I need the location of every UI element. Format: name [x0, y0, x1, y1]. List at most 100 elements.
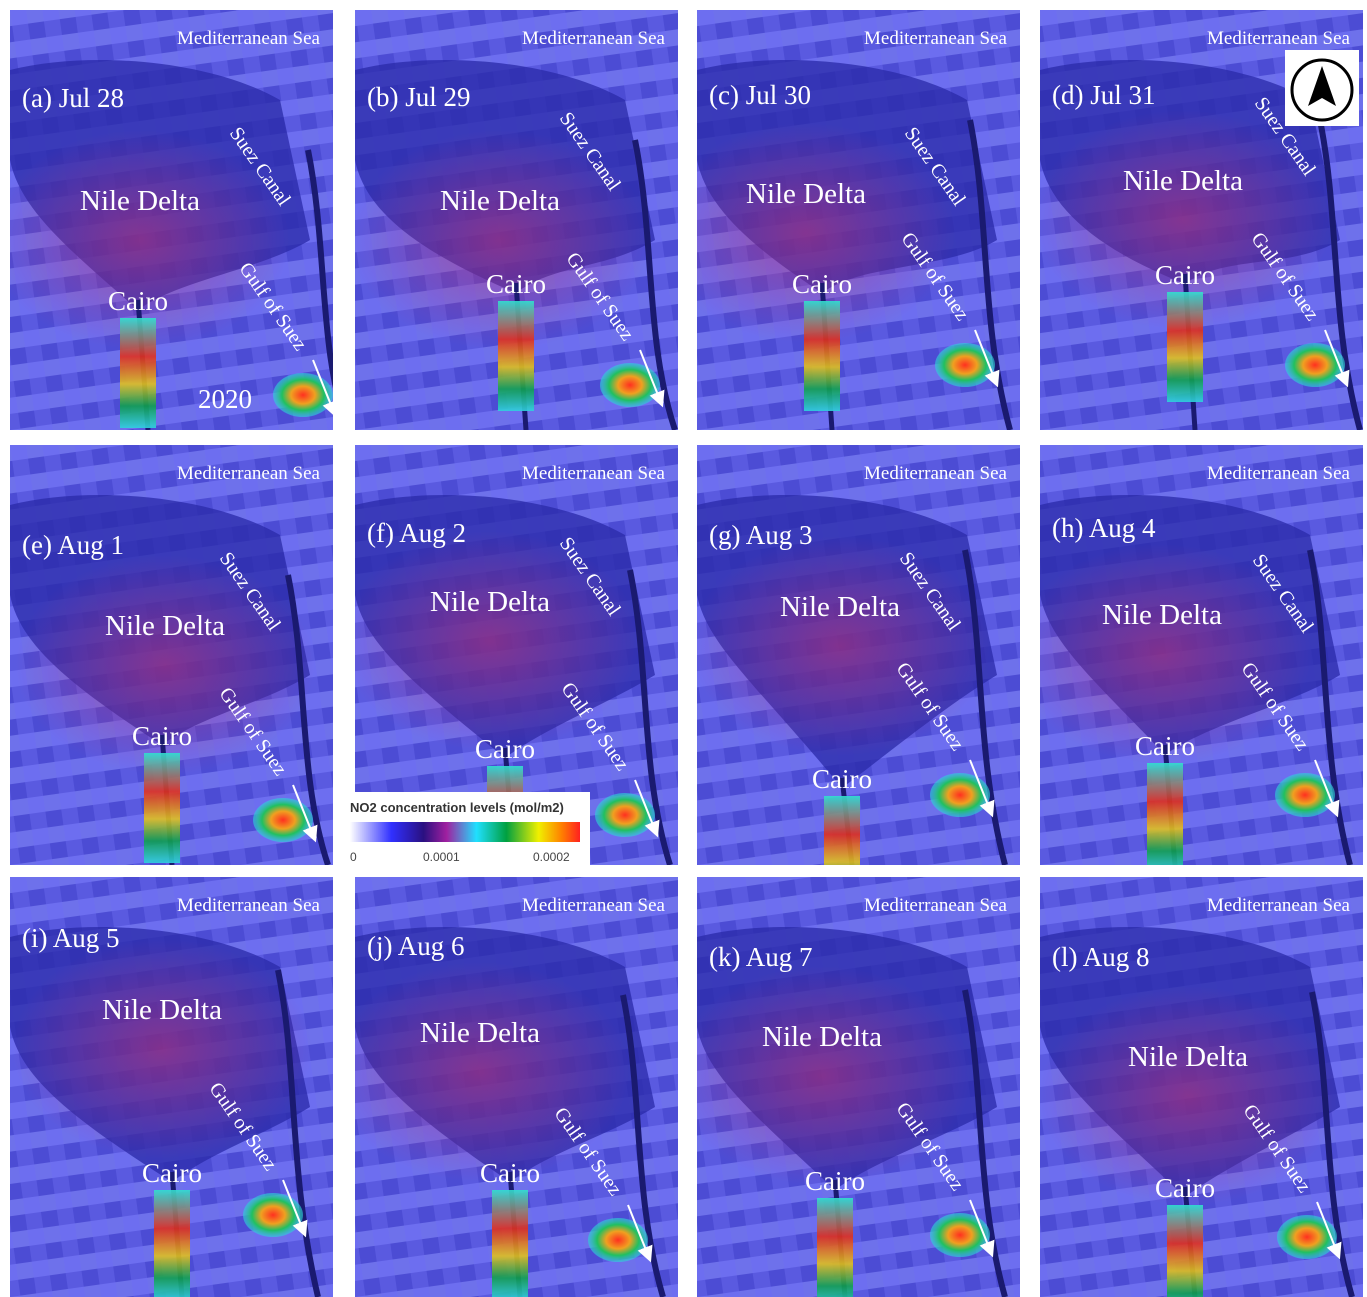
- map-panel: Mediterranean Sea (d) Jul 31 Nile Delta Cai…: [1040, 10, 1363, 430]
- panel-label: (c) Jul 30: [709, 80, 811, 110]
- delta-label: Nile Delta: [440, 185, 560, 217]
- city-label: Cairo: [812, 764, 872, 794]
- map-panel: Mediterranean Sea (g) Aug 3 Nile Delta Cair…: [697, 445, 1020, 865]
- no2-hotspot-gulf: [935, 343, 995, 387]
- no2-plume-cairo: [1167, 1205, 1203, 1297]
- map: Mediterranean Sea (h) Aug 4 Nile Delta Cair…: [1040, 445, 1363, 865]
- no2-hotspot-gulf: [930, 773, 990, 817]
- delta-label: Nile Delta: [780, 591, 900, 623]
- map-panel: Mediterranean Sea (l) Aug 8 Nile Delta Cair…: [1040, 877, 1363, 1297]
- panel-label: (f) Aug 2: [367, 518, 466, 548]
- map-panel: Mediterranean Sea (a) Jul 28 Nile Delta Cai…: [10, 10, 333, 430]
- panel-label: (b) Jul 29: [367, 82, 471, 112]
- legend: NO2 concentration levels (mol/m2) 0 0.00…: [343, 792, 590, 866]
- legend-title: NO2 concentration levels (mol/m2): [350, 800, 564, 815]
- panel-label: (d) Jul 31: [1052, 80, 1156, 110]
- map: Mediterranean Sea (g) Aug 3 Nile Delta Cair…: [697, 445, 1020, 865]
- no2-plume-cairo: [804, 301, 840, 411]
- legend-tick: 0: [350, 850, 357, 864]
- no2-plume-cairo: [120, 318, 156, 428]
- panel-label: (h) Aug 4: [1052, 513, 1156, 543]
- no2-plume-cairo: [154, 1190, 190, 1297]
- year-label: 2020: [198, 384, 252, 414]
- map-panel: Mediterranean Sea (k) Aug 7 Nile Delta Cair…: [697, 877, 1020, 1297]
- city-label: Cairo: [108, 286, 168, 316]
- delta-label: Nile Delta: [762, 1021, 882, 1053]
- panel-label: (g) Aug 3: [709, 520, 813, 550]
- city-label: Cairo: [132, 721, 192, 751]
- map-panel: Mediterranean Sea(j) Aug 6Nile DeltaCair…: [355, 877, 678, 1297]
- city-label: Cairo: [1155, 260, 1215, 290]
- no2-plume-cairo: [1147, 763, 1183, 865]
- no2-hotspot-gulf: [588, 1218, 648, 1262]
- map: Mediterranean Sea (a) Jul 28 Nile Delta Cai…: [10, 10, 333, 430]
- delta-label: Nile Delta: [746, 178, 866, 210]
- delta-label: Nile Delta: [420, 1017, 540, 1049]
- legend-tick: 0.0002: [533, 850, 570, 864]
- no2-hotspot-gulf: [273, 373, 333, 417]
- map: Mediterranean Sea (e) Aug 1 Nile Delta Cair…: [10, 445, 333, 865]
- delta-label: Nile Delta: [105, 610, 225, 642]
- panel-label: (a) Jul 28: [22, 83, 124, 113]
- panel-label: (e) Aug 1: [22, 530, 124, 560]
- delta-label: Nile Delta: [102, 994, 222, 1026]
- map: Mediterranean Sea (k) Aug 7 Nile Delta Cair…: [697, 877, 1020, 1297]
- no2-hotspot-gulf: [253, 798, 313, 842]
- delta-label: Nile Delta: [1128, 1041, 1248, 1073]
- city-label: Cairo: [486, 269, 546, 299]
- no2-plume-cairo: [498, 301, 534, 411]
- sea-label: Mediterranean Sea: [1207, 463, 1351, 484]
- sea-label: Mediterranean Sea: [1207, 895, 1351, 916]
- city-label: Cairo: [805, 1166, 865, 1196]
- delta-label: Nile Delta: [80, 185, 200, 217]
- delta-label: Nile Delta: [1123, 165, 1243, 197]
- city-label: Cairo: [1155, 1173, 1215, 1203]
- sea-label: Mediterranean Sea: [522, 895, 666, 916]
- no2-hotspot-gulf: [1277, 1215, 1337, 1259]
- city-label: Cairo: [792, 269, 852, 299]
- map: Mediterranean Sea (d) Jul 31 Nile Delta Cai…: [1040, 10, 1363, 430]
- sea-label: Mediterranean Sea: [864, 463, 1008, 484]
- no2-hotspot-gulf: [595, 793, 655, 837]
- map-panel: Mediterranean Sea (i) Aug 5 Nile Delta Cair…: [10, 877, 333, 1297]
- figure: Mediterranean Sea (a) Jul 28 Nile Delta Cai…: [0, 0, 1367, 1297]
- no2-plume-cairo: [1167, 292, 1203, 402]
- sea-label: Mediterranean Sea: [177, 895, 321, 916]
- no2-background-glow: [12, 939, 312, 1159]
- panel-label: (k) Aug 7: [709, 942, 813, 972]
- map: Mediterranean Sea (i) Aug 5 Nile Delta Cair…: [10, 877, 333, 1297]
- no2-plume-cairo: [144, 753, 180, 863]
- sea-label: Mediterranean Sea: [864, 895, 1008, 916]
- map-panel: Mediterranean Sea (h) Aug 4 Nile Delta Cair…: [1040, 445, 1363, 865]
- panel-label: (l) Aug 8: [1052, 942, 1150, 972]
- no2-hotspot-gulf: [1285, 343, 1345, 387]
- no2-plume-cairo: [492, 1190, 528, 1297]
- map-panel: Mediterranean Sea (c) Jul 30 Nile Delta Cai…: [697, 10, 1020, 430]
- city-label: Cairo: [142, 1158, 202, 1188]
- no2-hotspot-gulf: [930, 1213, 990, 1257]
- no2-plume-cairo: [824, 796, 860, 865]
- map-panel: Mediterranean Sea (e) Aug 1 Nile Delta Cair…: [10, 445, 333, 865]
- map: Mediterranean Sea (l) Aug 8 Nile Delta Cair…: [1040, 877, 1363, 1297]
- sea-label: Mediterranean Sea: [1207, 28, 1351, 49]
- map: Mediterranean Sea(j) Aug 6Nile DeltaCair…: [355, 877, 678, 1297]
- delta-label: Nile Delta: [430, 586, 550, 618]
- legend-tick: 0.0001: [423, 850, 460, 864]
- no2-hotspot-gulf: [243, 1193, 303, 1237]
- panel-label: (j) Aug 6: [367, 931, 465, 961]
- sea-label: Mediterranean Sea: [864, 28, 1008, 49]
- sea-label: Mediterranean Sea: [177, 463, 321, 484]
- city-label: Cairo: [475, 734, 535, 764]
- delta-label: Nile Delta: [1102, 599, 1222, 631]
- map: Mediterranean Sea (c) Jul 30 Nile Delta Cai…: [697, 10, 1020, 430]
- sea-label: Mediterranean Sea: [522, 463, 666, 484]
- no2-hotspot-gulf: [600, 363, 660, 407]
- sea-label: Mediterranean Sea: [177, 28, 321, 49]
- no2-plume-cairo: [817, 1198, 853, 1297]
- no2-hotspot-gulf: [1275, 773, 1335, 817]
- city-label: Cairo: [1135, 731, 1195, 761]
- legend-colorbar: [350, 822, 580, 842]
- panel-label: (i) Aug 5: [22, 923, 120, 953]
